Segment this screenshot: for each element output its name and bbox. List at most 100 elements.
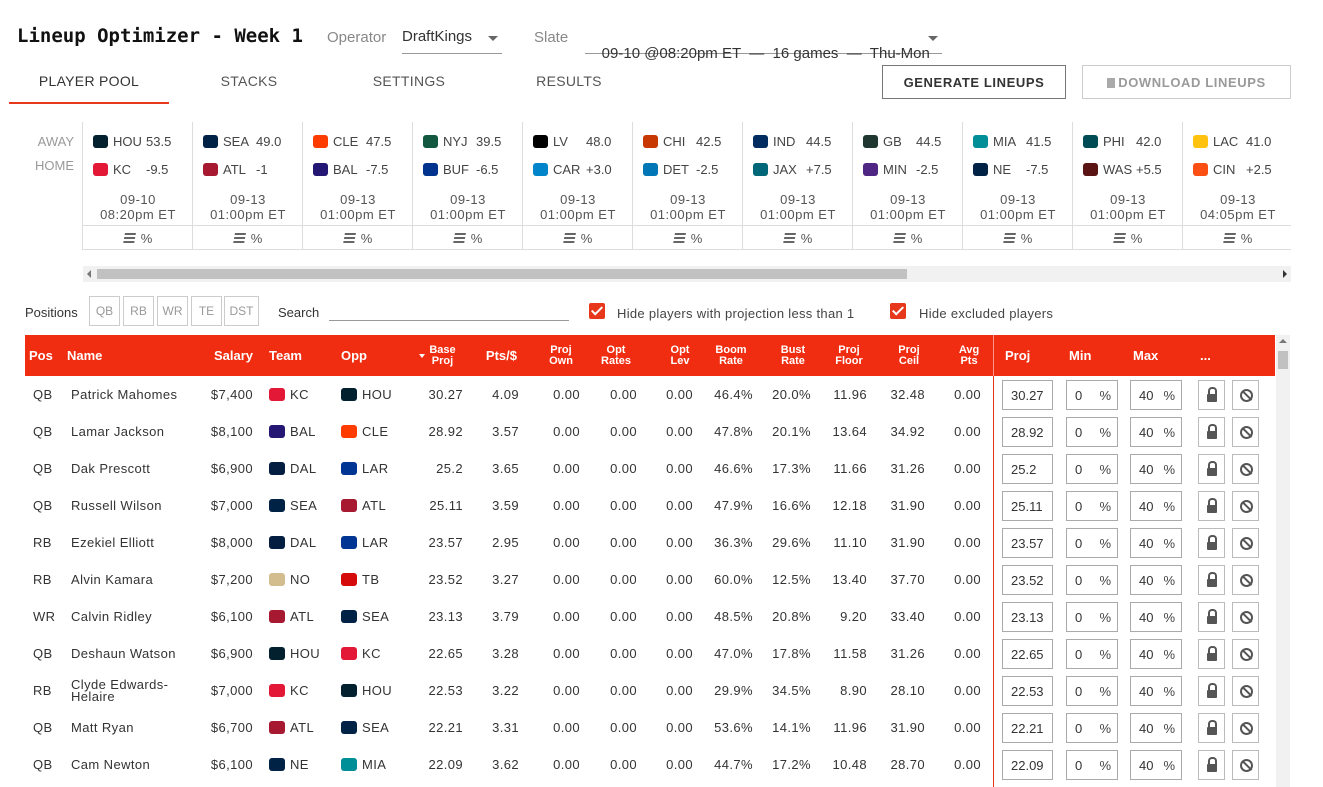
scrollbar-thumb[interactable] [1278, 351, 1288, 369]
download-lineups-button[interactable]: DOWNLOAD LINEUPS [1082, 65, 1291, 99]
exclude-icon[interactable] [1232, 528, 1259, 558]
col-min[interactable]: Min [1069, 348, 1092, 363]
min-exposure-input[interactable]: 0% [1066, 491, 1118, 521]
exclude-icon[interactable] [1232, 676, 1259, 706]
proj-input[interactable]: 23.13 [1002, 602, 1053, 632]
exclude-icon[interactable] [1232, 565, 1259, 595]
exclude-icon[interactable] [1232, 491, 1259, 521]
proj-input[interactable]: 22.21 [1002, 713, 1053, 743]
scroll-up-icon[interactable] [1279, 339, 1287, 343]
col-opt-rates[interactable]: Opt Rates [601, 343, 631, 367]
game-exposure[interactable]: % [743, 225, 853, 250]
game-card[interactable]: HOU 53.5 KC -9.5 09-10 08:20pm ET% [82, 122, 193, 250]
col-more[interactable]: ... [1200, 348, 1211, 363]
table-row[interactable]: RB Ezekiel Elliott $8,000 DAL LAR 23.57 2.95 0.… [25, 524, 1275, 561]
operator-select[interactable]: DraftKings [402, 22, 502, 54]
tab-settings[interactable]: SETTINGS [372, 73, 446, 89]
game-exposure[interactable]: % [303, 225, 413, 250]
min-exposure-input[interactable]: 0% [1066, 639, 1118, 669]
lock-icon[interactable] [1198, 565, 1225, 595]
exclude-icon[interactable] [1232, 639, 1259, 669]
lock-icon[interactable] [1198, 380, 1225, 410]
game-card[interactable]: GB 44.5 MIN -2.5 09-13 01:00pm ET% [852, 122, 963, 250]
exclude-icon[interactable] [1232, 380, 1259, 410]
horizontal-scrollbar[interactable] [83, 266, 1291, 282]
vertical-scrollbar[interactable] [1276, 335, 1290, 787]
col-team[interactable]: Team [269, 348, 302, 363]
game-exposure[interactable]: % [1183, 225, 1291, 250]
hide-low-projection-checkbox[interactable] [589, 303, 605, 319]
col-name[interactable]: Name [67, 348, 103, 363]
col-salary[interactable]: Salary [213, 348, 253, 363]
table-row[interactable]: QB Dak Prescott $6,900 DAL LAR 25.2 3.65 0.00 0.… [25, 450, 1275, 487]
lock-icon[interactable] [1198, 639, 1225, 669]
game-exposure[interactable]: % [853, 225, 963, 250]
max-exposure-input[interactable]: 40% [1130, 380, 1182, 410]
max-exposure-input[interactable]: 40% [1130, 639, 1182, 669]
min-exposure-input[interactable]: 0% [1066, 380, 1118, 410]
col-opp[interactable]: Opp [341, 348, 367, 363]
tab-results[interactable]: RESULTS [536, 73, 602, 89]
scrollbar-thumb[interactable] [97, 269, 907, 279]
search-input[interactable] [329, 301, 569, 321]
max-exposure-input[interactable]: 40% [1130, 602, 1182, 632]
game-exposure[interactable]: % [1073, 225, 1183, 250]
table-row[interactable]: RB Clyde Edwards-Helaire $7,000 KC HOU 22.53 3… [25, 672, 1275, 709]
col-max[interactable]: Max [1133, 348, 1159, 363]
game-card[interactable]: SEA 49.0 ATL -1 09-13 01:00pm ET% [192, 122, 303, 250]
game-card[interactable]: PHI 42.0 WAS +5.5 09-13 01:00pm ET% [1072, 122, 1183, 250]
proj-input[interactable]: 28.92 [1002, 417, 1053, 447]
exclude-icon[interactable] [1232, 713, 1259, 743]
exclude-icon[interactable] [1232, 417, 1259, 447]
proj-input[interactable]: 22.65 [1002, 639, 1053, 669]
exclude-icon[interactable] [1232, 602, 1259, 632]
min-exposure-input[interactable]: 0% [1066, 417, 1118, 447]
game-exposure[interactable]: % [523, 225, 633, 250]
slate-select[interactable]: 09-10 @08:20pm ET — 16 games — Thu-Mon [585, 22, 942, 62]
generate-lineups-button[interactable]: GENERATE LINEUPS [882, 65, 1066, 99]
position-filter-rb[interactable]: RB [123, 296, 154, 326]
lock-icon[interactable] [1198, 528, 1225, 558]
table-row[interactable]: QB Matt Ryan $6,700 ATL SEA 22.21 3.31 0.00 0.00… [25, 709, 1275, 746]
col-bust-rate[interactable]: Bust Rate [780, 343, 806, 367]
max-exposure-input[interactable]: 40% [1130, 528, 1182, 558]
game-exposure[interactable]: % [193, 225, 303, 250]
game-exposure[interactable]: % [633, 225, 743, 250]
exclude-icon[interactable] [1232, 454, 1259, 484]
max-exposure-input[interactable]: 40% [1130, 454, 1182, 484]
game-card[interactable]: LV 48.0 CAR +3.0 09-13 01:00pm ET% [522, 122, 633, 250]
game-card[interactable]: LAC 41.0 CIN +2.5 09-13 04:05pm ET% [1182, 122, 1291, 250]
proj-input[interactable]: 23.57 [1002, 528, 1053, 558]
col-opt-lev[interactable]: Opt Lev [670, 343, 690, 367]
game-card[interactable]: NYJ 39.5 BUF -6.5 09-13 01:00pm ET% [412, 122, 523, 250]
max-exposure-input[interactable]: 40% [1130, 491, 1182, 521]
min-exposure-input[interactable]: 0% [1066, 528, 1118, 558]
game-card[interactable]: IND 44.5 JAX +7.5 09-13 01:00pm ET% [742, 122, 853, 250]
game-card[interactable]: CLE 47.5 BAL -7.5 09-13 01:00pm ET% [302, 122, 413, 250]
table-row[interactable]: RB Alvin Kamara $7,200 NO TB 23.52 3.27 0.00 0.0… [25, 561, 1275, 598]
proj-input[interactable]: 22.09 [1002, 750, 1053, 780]
min-exposure-input[interactable]: 0% [1066, 750, 1118, 780]
table-row[interactable]: QB Lamar Jackson $8,100 BAL CLE 28.92 3.57 0.00… [25, 413, 1275, 450]
col-proj-own[interactable]: Proj Own [549, 343, 573, 367]
scroll-left-icon[interactable] [87, 270, 91, 278]
table-row[interactable]: QB Patrick Mahomes $7,400 KC HOU 30.27 4.09 0.0… [25, 376, 1275, 413]
min-exposure-input[interactable]: 0% [1066, 713, 1118, 743]
col-pts-per-dollar[interactable]: Pts/$ [485, 348, 517, 363]
game-exposure[interactable]: % [963, 225, 1073, 250]
tab-player-pool[interactable]: PLAYER POOL [9, 64, 169, 104]
proj-input[interactable]: 22.53 [1002, 676, 1053, 706]
table-row[interactable]: QB Deshaun Watson $6,900 HOU KC 22.65 3.28 0.00… [25, 635, 1275, 672]
min-exposure-input[interactable]: 0% [1066, 602, 1118, 632]
position-filter-wr[interactable]: WR [157, 296, 188, 326]
col-proj-floor[interactable]: Proj Floor [835, 343, 863, 367]
col-pos[interactable]: Pos [29, 348, 53, 363]
lock-icon[interactable] [1198, 454, 1225, 484]
lock-icon[interactable] [1198, 750, 1225, 780]
position-filter-dst[interactable]: DST [224, 296, 259, 326]
hide-excluded-checkbox[interactable] [890, 303, 906, 319]
lock-icon[interactable] [1198, 491, 1225, 521]
lock-icon[interactable] [1198, 713, 1225, 743]
max-exposure-input[interactable]: 40% [1130, 417, 1182, 447]
exclude-icon[interactable] [1232, 750, 1259, 780]
